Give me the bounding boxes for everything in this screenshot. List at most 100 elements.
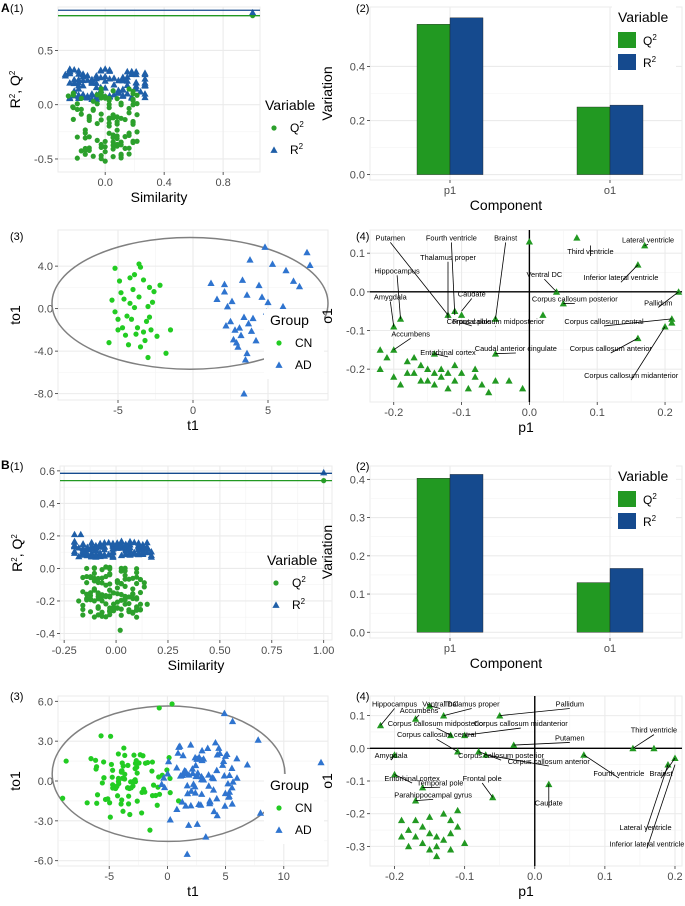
point-ad xyxy=(256,809,265,816)
point-ad xyxy=(228,297,236,305)
point-cn xyxy=(115,327,121,333)
point-cn xyxy=(112,265,118,271)
loading-point xyxy=(440,810,448,817)
point-cn xyxy=(125,801,132,807)
loading-point xyxy=(404,826,413,833)
point-r2 xyxy=(92,544,100,551)
y-axis-title: R2, Q2 xyxy=(9,534,25,572)
point-ad xyxy=(197,772,206,780)
y-tick-label: 0.0 xyxy=(38,776,53,788)
point-q2 xyxy=(134,129,140,135)
point-q2 xyxy=(118,115,124,121)
point-r2 xyxy=(113,542,121,549)
loading-point xyxy=(411,816,420,824)
y-tick-label: 0.2 xyxy=(350,551,365,563)
point-q2 xyxy=(94,92,100,98)
point-q2 xyxy=(80,606,86,613)
point-cn xyxy=(124,785,131,791)
x-tick-label: -0.25 xyxy=(52,645,77,657)
point-r2 xyxy=(96,542,104,549)
x-tick-label: p1 xyxy=(444,185,456,197)
point-r2 xyxy=(134,545,143,553)
point-q2 xyxy=(137,606,144,613)
point-r2 xyxy=(123,90,131,97)
point-cn xyxy=(109,297,115,303)
point-cn xyxy=(110,767,116,773)
point-q2 xyxy=(87,609,94,615)
marks xyxy=(51,701,325,857)
point-cn xyxy=(124,313,130,319)
point-q2 xyxy=(65,93,71,99)
point-q2 xyxy=(144,601,150,607)
panel-label: (3) xyxy=(10,231,23,243)
point-r2 xyxy=(101,77,109,84)
annotation-label: Inferior lateral ventricle xyxy=(610,839,685,848)
point-ad xyxy=(249,314,257,322)
point-ad xyxy=(225,788,234,795)
loading-point xyxy=(668,319,676,326)
loading-point xyxy=(505,377,513,384)
point-q2 xyxy=(84,580,90,586)
point-cn xyxy=(139,789,145,795)
annotation-label: Inferior lateral ventricle xyxy=(584,273,659,282)
point-q2 xyxy=(90,98,96,104)
point-q2 xyxy=(126,132,132,139)
point-q2 xyxy=(80,612,86,618)
point-q2 xyxy=(114,114,120,120)
legend-label: AD xyxy=(295,823,312,837)
annotation-label: Brainst xyxy=(649,769,672,778)
y-tick-label: -0.4 xyxy=(36,628,55,640)
annotation-label: Entorhinal cortex xyxy=(384,774,440,783)
point-q2 xyxy=(118,142,124,148)
annotation-label: Corpus callosum posterior xyxy=(458,751,544,760)
point-r2 xyxy=(88,552,96,559)
point-ad xyxy=(213,766,221,774)
point-r2 xyxy=(119,76,127,84)
y-tick-label: 0.1 xyxy=(350,711,365,723)
point-q2 xyxy=(95,590,101,596)
point-cn xyxy=(131,752,137,758)
point-q2 xyxy=(84,595,90,602)
loading-point xyxy=(454,823,462,830)
point-cn xyxy=(121,745,127,751)
point-q2 xyxy=(76,598,82,604)
point-q2 xyxy=(70,92,76,98)
y-tick-label: -8.0 xyxy=(34,389,53,401)
y-tick-label: 4.0 xyxy=(38,261,53,273)
annotation-leader xyxy=(461,322,472,327)
point-r2 xyxy=(128,68,136,75)
point-cn xyxy=(145,759,151,766)
point-q2 xyxy=(110,132,116,138)
point-ad xyxy=(209,786,218,793)
bar-q2-p1 xyxy=(416,478,451,633)
annotation-leader xyxy=(436,738,458,752)
point-q2 xyxy=(110,142,116,148)
point-q2 xyxy=(99,567,105,573)
x-tick-label: 0.4 xyxy=(157,177,172,189)
point-q2 xyxy=(91,614,97,620)
point-r2 xyxy=(77,530,85,538)
point-q2 xyxy=(122,568,128,574)
legend-key xyxy=(618,54,636,70)
point-q2 xyxy=(118,597,124,603)
point-q2 xyxy=(84,591,90,597)
legend-title: Variable xyxy=(618,9,669,25)
y-tick-label: 0.0 xyxy=(350,627,365,639)
point-r2 xyxy=(70,530,79,538)
point-ad xyxy=(213,295,221,302)
point-q2 xyxy=(118,580,124,587)
point-ad xyxy=(166,816,174,823)
point-cn xyxy=(126,793,132,799)
loading-point xyxy=(464,384,472,392)
point-ad xyxy=(243,761,251,768)
point-cn xyxy=(108,761,115,768)
point-cn xyxy=(157,282,163,288)
point-r2 xyxy=(141,75,149,82)
point-q2 xyxy=(126,110,132,116)
loading-point xyxy=(376,365,384,373)
point-q2 xyxy=(106,130,112,136)
y-tick-label: 0.1 xyxy=(350,248,365,260)
point-ad xyxy=(208,773,216,781)
y-tick-label: -6.0 xyxy=(34,856,53,868)
y-tick-label: 0.0 xyxy=(350,170,365,182)
